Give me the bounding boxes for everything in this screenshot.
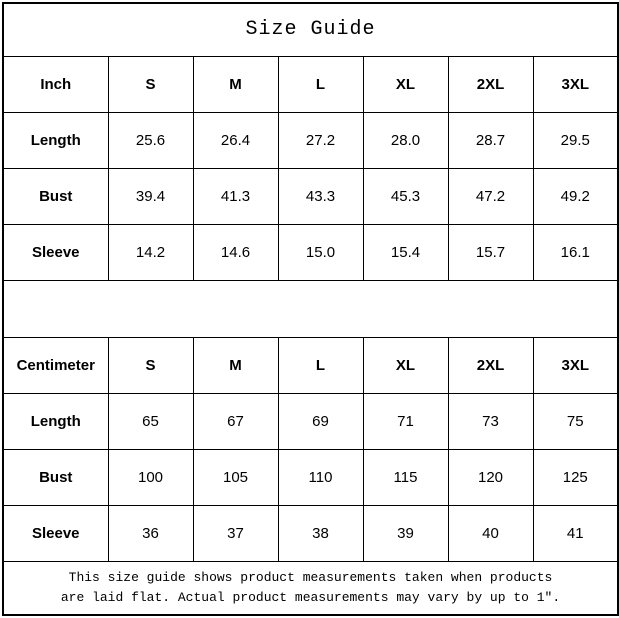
cell-value: 120: [447, 448, 534, 507]
cell-value: 37: [192, 505, 279, 563]
size-col-header-2xl: 2XL: [447, 336, 534, 394]
row-label: Bust: [2, 168, 109, 226]
size-col-header-l: L: [277, 55, 364, 113]
table-row-inch-bust: Bust 39.4 41.3 43.3 45.3 47.2 49.2: [2, 168, 619, 226]
table-row-inch-length: Length 25.6 26.4 27.2 28.0 28.7 29.5: [2, 111, 619, 170]
cell-value: 100: [107, 448, 194, 507]
page-title: Size Guide: [2, 2, 619, 57]
cell-value: 75: [532, 392, 619, 450]
footnote-line-1: This size guide shows product measuremen…: [68, 570, 553, 586]
row-label: Length: [2, 392, 109, 450]
cell-value: 47.2: [447, 168, 534, 226]
size-col-header-s: S: [107, 336, 194, 394]
cell-value: 39.4: [107, 168, 194, 226]
size-col-header-s: S: [107, 55, 194, 113]
size-col-header-3xl: 3XL: [532, 55, 619, 113]
cell-value: 15.0: [277, 224, 364, 282]
cell-value: 45.3: [362, 168, 449, 226]
size-col-header-m: M: [192, 336, 279, 394]
size-col-header-xl: XL: [362, 55, 449, 113]
footnote: This size guide shows product measuremen…: [2, 561, 619, 616]
size-col-header-m: M: [192, 55, 279, 113]
cell-value: 28.0: [362, 111, 449, 170]
cell-value: 49.2: [532, 168, 619, 226]
title-row: Size Guide: [2, 2, 619, 57]
cell-value: 41.3: [192, 168, 279, 226]
row-label: Bust: [2, 448, 109, 507]
cell-value: 39: [362, 505, 449, 563]
cell-value: 110: [277, 448, 364, 507]
table-row-cm-length: Length 65 67 69 71 73 75: [2, 392, 619, 450]
cell-value: 25.6: [107, 111, 194, 170]
cell-value: 41: [532, 505, 619, 563]
cell-value: 71: [362, 392, 449, 450]
cell-value: 105: [192, 448, 279, 507]
cell-value: 36: [107, 505, 194, 563]
inch-header-row: Inch S M L XL 2XL 3XL: [2, 55, 619, 113]
cell-value: 15.7: [447, 224, 534, 282]
cell-value: 29.5: [532, 111, 619, 170]
cell-value: 16.1: [532, 224, 619, 282]
footnote-row: This size guide shows product measuremen…: [2, 561, 619, 616]
cell-value: 115: [362, 448, 449, 507]
centimeter-header-row: Centimeter S M L XL 2XL 3XL: [2, 336, 619, 394]
table-row-inch-sleeve: Sleeve 14.2 14.6 15.0 15.4 15.7 16.1: [2, 224, 619, 282]
size-col-header-2xl: 2XL: [447, 55, 534, 113]
cell-value: 27.2: [277, 111, 364, 170]
cell-value: 28.7: [447, 111, 534, 170]
row-label: Sleeve: [2, 505, 109, 563]
cell-value: 40: [447, 505, 534, 563]
unit-header-inch: Inch: [2, 55, 109, 113]
cell-value: 14.2: [107, 224, 194, 282]
footnote-line-2: are laid flat. Actual product measuremen…: [60, 590, 561, 606]
size-col-header-l: L: [277, 336, 364, 394]
row-label: Length: [2, 111, 109, 170]
cell-value: 14.6: [192, 224, 279, 282]
cell-value: 73: [447, 392, 534, 450]
size-col-header-xl: XL: [362, 336, 449, 394]
cell-value: 38: [277, 505, 364, 563]
table-row-cm-sleeve: Sleeve 36 37 38 39 40 41: [2, 505, 619, 563]
row-label: Sleeve: [2, 224, 109, 282]
cell-value: 15.4: [362, 224, 449, 282]
size-col-header-3xl: 3XL: [532, 336, 619, 394]
cell-value: 125: [532, 448, 619, 507]
cell-value: 43.3: [277, 168, 364, 226]
cell-value: 69: [277, 392, 364, 450]
cell-value: 26.4: [192, 111, 279, 170]
spacer-row: [2, 280, 619, 338]
cell-value: 65: [107, 392, 194, 450]
unit-header-centimeter: Centimeter: [2, 336, 109, 394]
table-row-cm-bust: Bust 100 105 110 115 120 125: [2, 448, 619, 507]
cell-value: 67: [192, 392, 279, 450]
spacer-cell: [2, 280, 619, 338]
